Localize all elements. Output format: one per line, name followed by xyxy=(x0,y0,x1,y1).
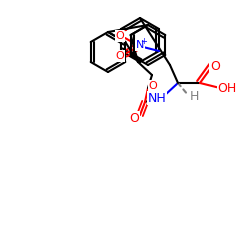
Text: N: N xyxy=(136,40,144,50)
Text: O: O xyxy=(129,112,139,124)
Text: O: O xyxy=(148,81,158,91)
Text: -: - xyxy=(123,25,127,35)
Text: +: + xyxy=(140,36,147,46)
Text: NH: NH xyxy=(148,92,167,104)
Text: O: O xyxy=(210,60,220,72)
Text: OH: OH xyxy=(218,82,236,94)
Text: O: O xyxy=(116,31,124,41)
Text: H: H xyxy=(189,90,199,104)
Text: O: O xyxy=(116,51,124,61)
